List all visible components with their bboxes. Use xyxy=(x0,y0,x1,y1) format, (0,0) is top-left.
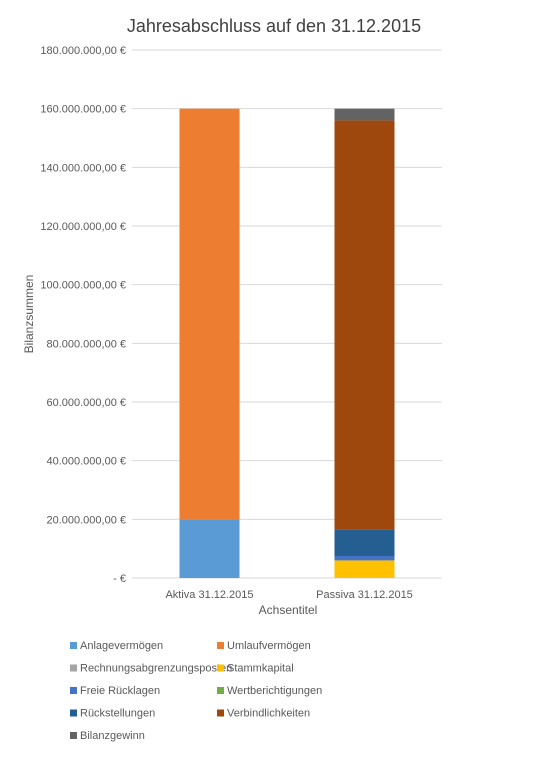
x-axis-ticks: Aktiva 31.12.2015 Passiva 31.12.2015 xyxy=(165,589,412,601)
gridlines xyxy=(132,49,442,579)
y-tick-label: 120.000.000,00 € xyxy=(40,221,126,233)
bar-segment xyxy=(179,519,240,578)
legend-label: Umlaufvermögen xyxy=(227,640,311,652)
y-tick-label: 60.000.000,00 € xyxy=(46,397,126,409)
legend-label: Stammkapital xyxy=(227,663,294,675)
legend-label: Verbindlichkeiten xyxy=(227,708,310,720)
legend-swatch xyxy=(217,687,224,694)
y-tick-label: 80.000.000,00 € xyxy=(46,338,126,350)
y-axis-title: Bilanzsummen xyxy=(22,275,36,354)
legend-swatch xyxy=(217,664,224,672)
legend-swatch xyxy=(217,709,224,717)
legend-swatch xyxy=(217,642,224,649)
y-tick-label: 40.000.000,00 € xyxy=(46,456,126,468)
chart-title: Jahresabschluss auf den 31.12.2015 xyxy=(127,16,421,36)
legend-label: Rückstellungen xyxy=(80,708,155,720)
legend-label: Wertberichtigungen xyxy=(227,685,322,697)
legend-swatch xyxy=(70,664,77,672)
y-tick-label: 180.000.000,00 € xyxy=(40,45,126,57)
bar-segment xyxy=(334,556,395,561)
y-tick-label: 20.000.000,00 € xyxy=(46,514,126,526)
bars xyxy=(179,108,395,578)
legend-label: Bilanzgewinn xyxy=(80,730,145,742)
legend: Anlagevermögen Umlaufvermögen Rechnungsabg… xyxy=(70,640,322,742)
y-tick-label: 160.000.000,00 € xyxy=(40,104,126,116)
legend-label: Anlagevermögen xyxy=(80,640,163,652)
x-axis-title: Achsentitel xyxy=(259,603,318,617)
legend-label: Freie Rücklagen xyxy=(80,685,160,697)
y-tick-label: - € xyxy=(113,573,126,585)
legend-swatch xyxy=(70,709,77,717)
x-tick-label: Aktiva 31.12.2015 xyxy=(165,589,253,601)
bar-segment xyxy=(334,120,395,530)
bar-segment xyxy=(334,108,395,121)
y-axis-ticks: - € 20.000.000,00 € 40.000.000,00 € 60.000.… xyxy=(40,45,126,585)
legend-swatch xyxy=(70,732,77,739)
y-tick-label: 140.000.000,00 € xyxy=(40,162,126,174)
y-tick-label: 100.000.000,00 € xyxy=(40,280,126,292)
bar-segment xyxy=(334,529,395,556)
legend-swatch xyxy=(70,687,77,694)
legend-swatch xyxy=(70,642,77,649)
bar-segment xyxy=(179,108,240,520)
legend-label: Rechnungsabgrenzungsposten xyxy=(80,663,232,675)
x-tick-label: Passiva 31.12.2015 xyxy=(316,589,413,601)
bar-segment xyxy=(334,560,395,578)
